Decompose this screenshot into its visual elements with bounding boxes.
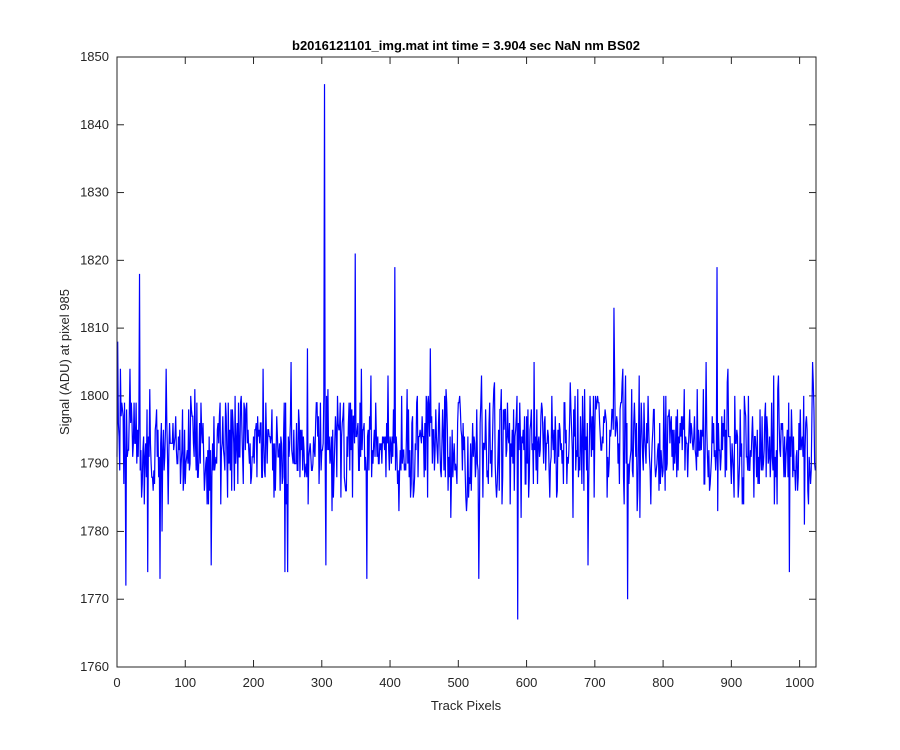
y-tick-label: 1770 [80, 591, 109, 606]
x-tick-label: 300 [311, 675, 333, 690]
y-tick-label: 1820 [80, 252, 109, 267]
x-axis-label: Track Pixels [431, 698, 502, 713]
axis-ticks: 0 100 200 300 400 500 600 700 800 900 1000 1760 1770… [80, 49, 816, 690]
x-tick-label: 100 [174, 675, 196, 690]
y-tick-label: 1810 [80, 320, 109, 335]
y-tick-label: 1790 [80, 456, 109, 471]
plot-area [117, 57, 816, 667]
y-tick-label: 1830 [80, 185, 109, 200]
x-tick-label: 1000 [785, 675, 814, 690]
plot-frame [116, 56, 817, 668]
y-tick-label: 1800 [80, 388, 109, 403]
x-tick-label: 700 [584, 675, 606, 690]
y-tick-label: 1850 [80, 49, 109, 64]
x-tick-label: 500 [447, 675, 469, 690]
x-tick-label: 900 [721, 675, 743, 690]
x-tick-label: 800 [652, 675, 674, 690]
y-axis-label: Signal (ADU) at pixel 985 [57, 289, 72, 435]
x-tick-label: 400 [379, 675, 401, 690]
x-tick-label: 0 [113, 675, 120, 690]
chart-title: b2016121101_img.mat int time = 3.904 sec… [292, 38, 640, 53]
x-tick-label: 200 [243, 675, 265, 690]
y-tick-label: 1840 [80, 117, 109, 132]
y-tick-label: 1760 [80, 659, 109, 674]
series-line [116, 84, 816, 620]
x-tick-label: 600 [516, 675, 538, 690]
y-tick-label: 1780 [80, 523, 109, 538]
